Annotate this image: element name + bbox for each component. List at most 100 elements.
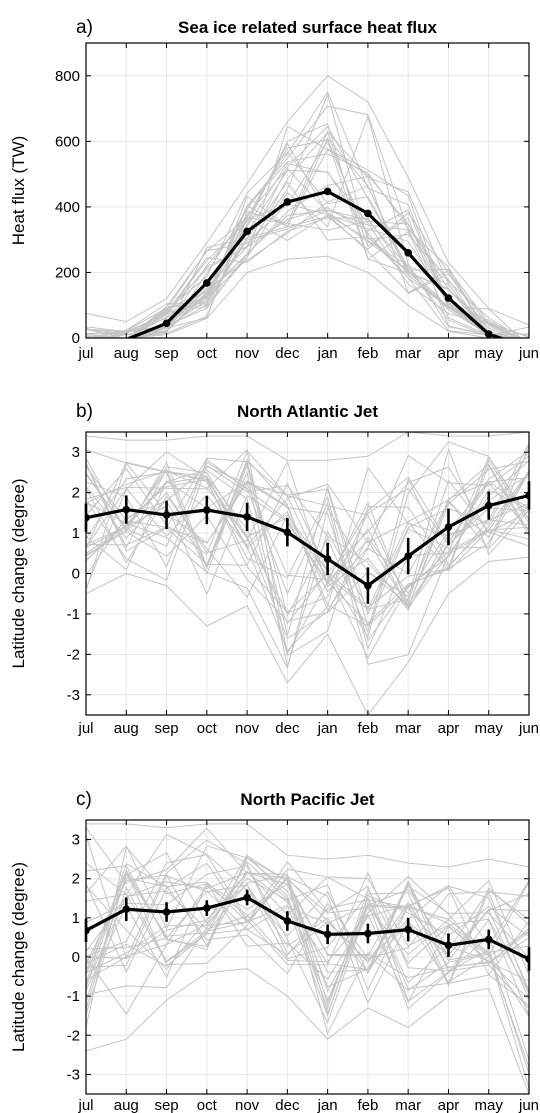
chart-title: North Atlantic Jet (237, 402, 378, 421)
member-line (86, 860, 529, 1016)
mean-point (404, 925, 412, 934)
member-line (86, 872, 529, 1017)
x-tick-label: feb (357, 720, 378, 737)
gridlines (85, 43, 530, 339)
member-line (129, 123, 515, 338)
x-tick-label: jan (317, 1097, 338, 1113)
mean-point (283, 917, 292, 925)
tick-marks (85, 43, 530, 339)
mean-point (444, 941, 453, 950)
member-line (86, 447, 529, 667)
member-line (86, 457, 529, 622)
mean-line (86, 895, 529, 961)
x-tick-label: nov (235, 720, 260, 737)
member-line (86, 823, 529, 868)
mean-point (86, 926, 90, 935)
x-tick-label: apr (438, 720, 460, 737)
y-tick-label: -3 (67, 687, 80, 704)
x-tick-label: jan (317, 345, 338, 362)
member-lines (86, 823, 529, 1094)
mean-point (323, 930, 332, 939)
y-tick-label: 0 (72, 949, 80, 966)
panel-3: jul aug sep oct nov dec jan feb mar apr may jun -3 -2… (9, 789, 539, 1113)
x-tick-label: dec (275, 345, 300, 362)
y-tick-label: 0 (72, 330, 80, 347)
member-line (86, 461, 529, 627)
x-tick-label: aug (114, 345, 139, 362)
member-line (86, 75, 529, 326)
x-tick-label: jan (317, 720, 338, 737)
mean-point (243, 513, 251, 521)
mean-point (243, 227, 251, 236)
y-axis-label: Latitude change (degree) (9, 479, 28, 669)
x-tick-label: nov (235, 345, 260, 362)
x-tick-label: sep (154, 345, 178, 362)
x-tick-label: jul (77, 720, 93, 737)
member-line (86, 148, 519, 338)
tick-marks (85, 432, 530, 715)
x-tick-label: mar (395, 1097, 421, 1113)
member-line (86, 441, 529, 639)
member-line (86, 501, 529, 670)
x-tick-label: sep (154, 720, 178, 737)
member-line (86, 463, 529, 548)
y-tick-label: 3 (72, 444, 80, 461)
mean-point (162, 319, 171, 328)
mean-point (203, 506, 211, 514)
panel-letter: c) (76, 789, 92, 810)
mean-point (203, 279, 211, 287)
member-line (127, 214, 501, 338)
x-tick-label: jun (518, 720, 539, 737)
member-line (86, 209, 505, 338)
y-tick-label: -2 (67, 1027, 80, 1044)
mean-point (404, 248, 412, 257)
x-tick-label: feb (357, 345, 378, 362)
member-line (86, 880, 529, 963)
x-tick-label: jul (77, 1097, 93, 1113)
x-tick-label: oct (197, 1097, 218, 1113)
member-line (86, 865, 529, 1025)
y-tick-label: 1 (72, 910, 80, 927)
x-tick-label: mar (395, 720, 421, 737)
x-tick-label: oct (197, 720, 218, 737)
member-line (86, 863, 529, 984)
member-line (86, 457, 529, 624)
member-line (86, 854, 529, 1009)
x-tick-label: aug (114, 1097, 139, 1113)
tick-marks (85, 820, 530, 1094)
mean-line (86, 493, 529, 588)
mean-point (484, 935, 493, 944)
mean-series (86, 893, 529, 963)
y-tick-label: 0 (72, 566, 80, 583)
y-axis-label: Latitude change (degree) (9, 862, 28, 1052)
member-line (86, 833, 529, 1006)
mean-point (162, 511, 171, 519)
y-tick-label: -1 (67, 606, 80, 623)
member-lines (86, 75, 529, 338)
y-tick-label: 2 (72, 871, 80, 888)
mean-point (283, 198, 292, 206)
x-tick-label: jun (518, 1097, 539, 1113)
mean-point (444, 294, 453, 302)
panel-letter: b) (76, 401, 93, 422)
y-tick-label: 200 (55, 264, 80, 281)
member-line (86, 217, 508, 338)
member-line (86, 432, 529, 461)
panel-letter: a) (76, 17, 93, 38)
x-tick-label: sep (154, 1097, 178, 1113)
mean-point (162, 908, 171, 916)
mean-point (122, 905, 131, 914)
x-tick-label: nov (235, 1097, 260, 1113)
x-tick-label: jun (518, 345, 539, 362)
x-tick-label: aug (114, 720, 139, 737)
panel-2: jul aug sep oct nov dec jan feb mar apr may jun -3 -2… (9, 401, 539, 737)
x-tick-label: feb (357, 1097, 378, 1113)
x-tick-label: dec (275, 720, 300, 737)
member-line (86, 455, 529, 651)
member-line (86, 464, 529, 609)
x-tick-label: may (475, 1097, 504, 1113)
member-line (86, 870, 529, 996)
mean-point (323, 187, 332, 196)
member-line (86, 968, 529, 1094)
